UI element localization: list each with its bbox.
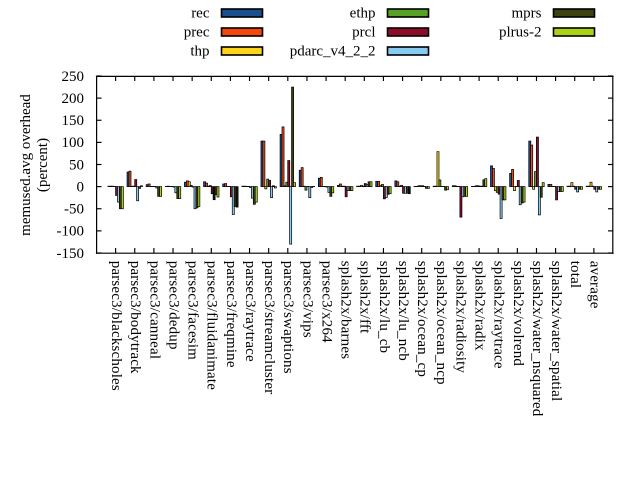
svg-text:rec: rec [191,6,210,22]
svg-text:mprs: mprs [512,6,542,22]
svg-text:splash2x/volrend: splash2x/volrend [510,261,526,367]
svg-text:plrus-2: plrus-2 [499,25,542,41]
svg-text:50: 50 [69,157,84,173]
svg-text:prec: prec [184,25,210,41]
svg-text:parsec3/dedup: parsec3/dedup [165,261,181,350]
svg-text:100: 100 [62,135,85,151]
svg-text:-50: -50 [64,202,84,218]
svg-text:total: total [567,261,583,289]
svg-text:250: 250 [62,69,85,85]
svg-text:splash2x/ocean_ncp: splash2x/ocean_ncp [433,261,449,385]
svg-text:splash2x/water_spatial: splash2x/water_spatial [548,261,564,402]
svg-text:(percent): (percent) [35,138,51,192]
svg-text:memused.avg overhead: memused.avg overhead [18,94,34,236]
svg-text:parsec3/bodytrack: parsec3/bodytrack [127,261,143,374]
svg-text:splash2x/fft: splash2x/fft [357,261,373,334]
svg-text:parsec3/swaptions: parsec3/swaptions [280,261,296,374]
svg-text:parsec3/facesim: parsec3/facesim [185,261,201,360]
svg-text:-150: -150 [57,246,85,262]
svg-text:average: average [586,261,602,309]
svg-text:splash2x/water_nsquared: splash2x/water_nsquared [529,261,545,417]
svg-text:pdarc_v4_2_2: pdarc_v4_2_2 [290,44,376,60]
svg-text:splash2x/radiosity: splash2x/radiosity [452,261,468,374]
svg-text:parsec3/raytrace: parsec3/raytrace [242,261,258,362]
svg-text:splash2x/raytrace: splash2x/raytrace [491,261,507,369]
svg-text:parsec3/vips: parsec3/vips [299,261,315,338]
svg-text:150: 150 [62,113,85,129]
svg-text:thp: thp [190,44,209,60]
svg-text:splash2x/ocean_cp: splash2x/ocean_cp [414,261,430,377]
svg-text:prcl: prcl [352,25,375,41]
svg-text:splash2x/radix: splash2x/radix [471,261,487,351]
svg-text:parsec3/freqmine: parsec3/freqmine [223,261,239,368]
svg-text:parsec3/fluidanimate: parsec3/fluidanimate [204,261,220,391]
svg-text:splash2x/lu_ncb: splash2x/lu_ncb [395,261,411,361]
svg-text:parsec3/x264: parsec3/x264 [318,261,334,343]
svg-text:ethp: ethp [350,6,376,22]
svg-text:splash2x/lu_cb: splash2x/lu_cb [376,261,392,354]
svg-text:parsec3/canneal: parsec3/canneal [146,261,162,359]
svg-text:0: 0 [77,179,85,195]
svg-text:200: 200 [62,91,85,107]
svg-text:splash2x/barnes: splash2x/barnes [338,261,354,360]
svg-text:-100: -100 [57,224,85,240]
svg-text:parsec3/blackscholes: parsec3/blackscholes [108,261,124,391]
svg-text:parsec3/streamcluster: parsec3/streamcluster [261,261,277,395]
